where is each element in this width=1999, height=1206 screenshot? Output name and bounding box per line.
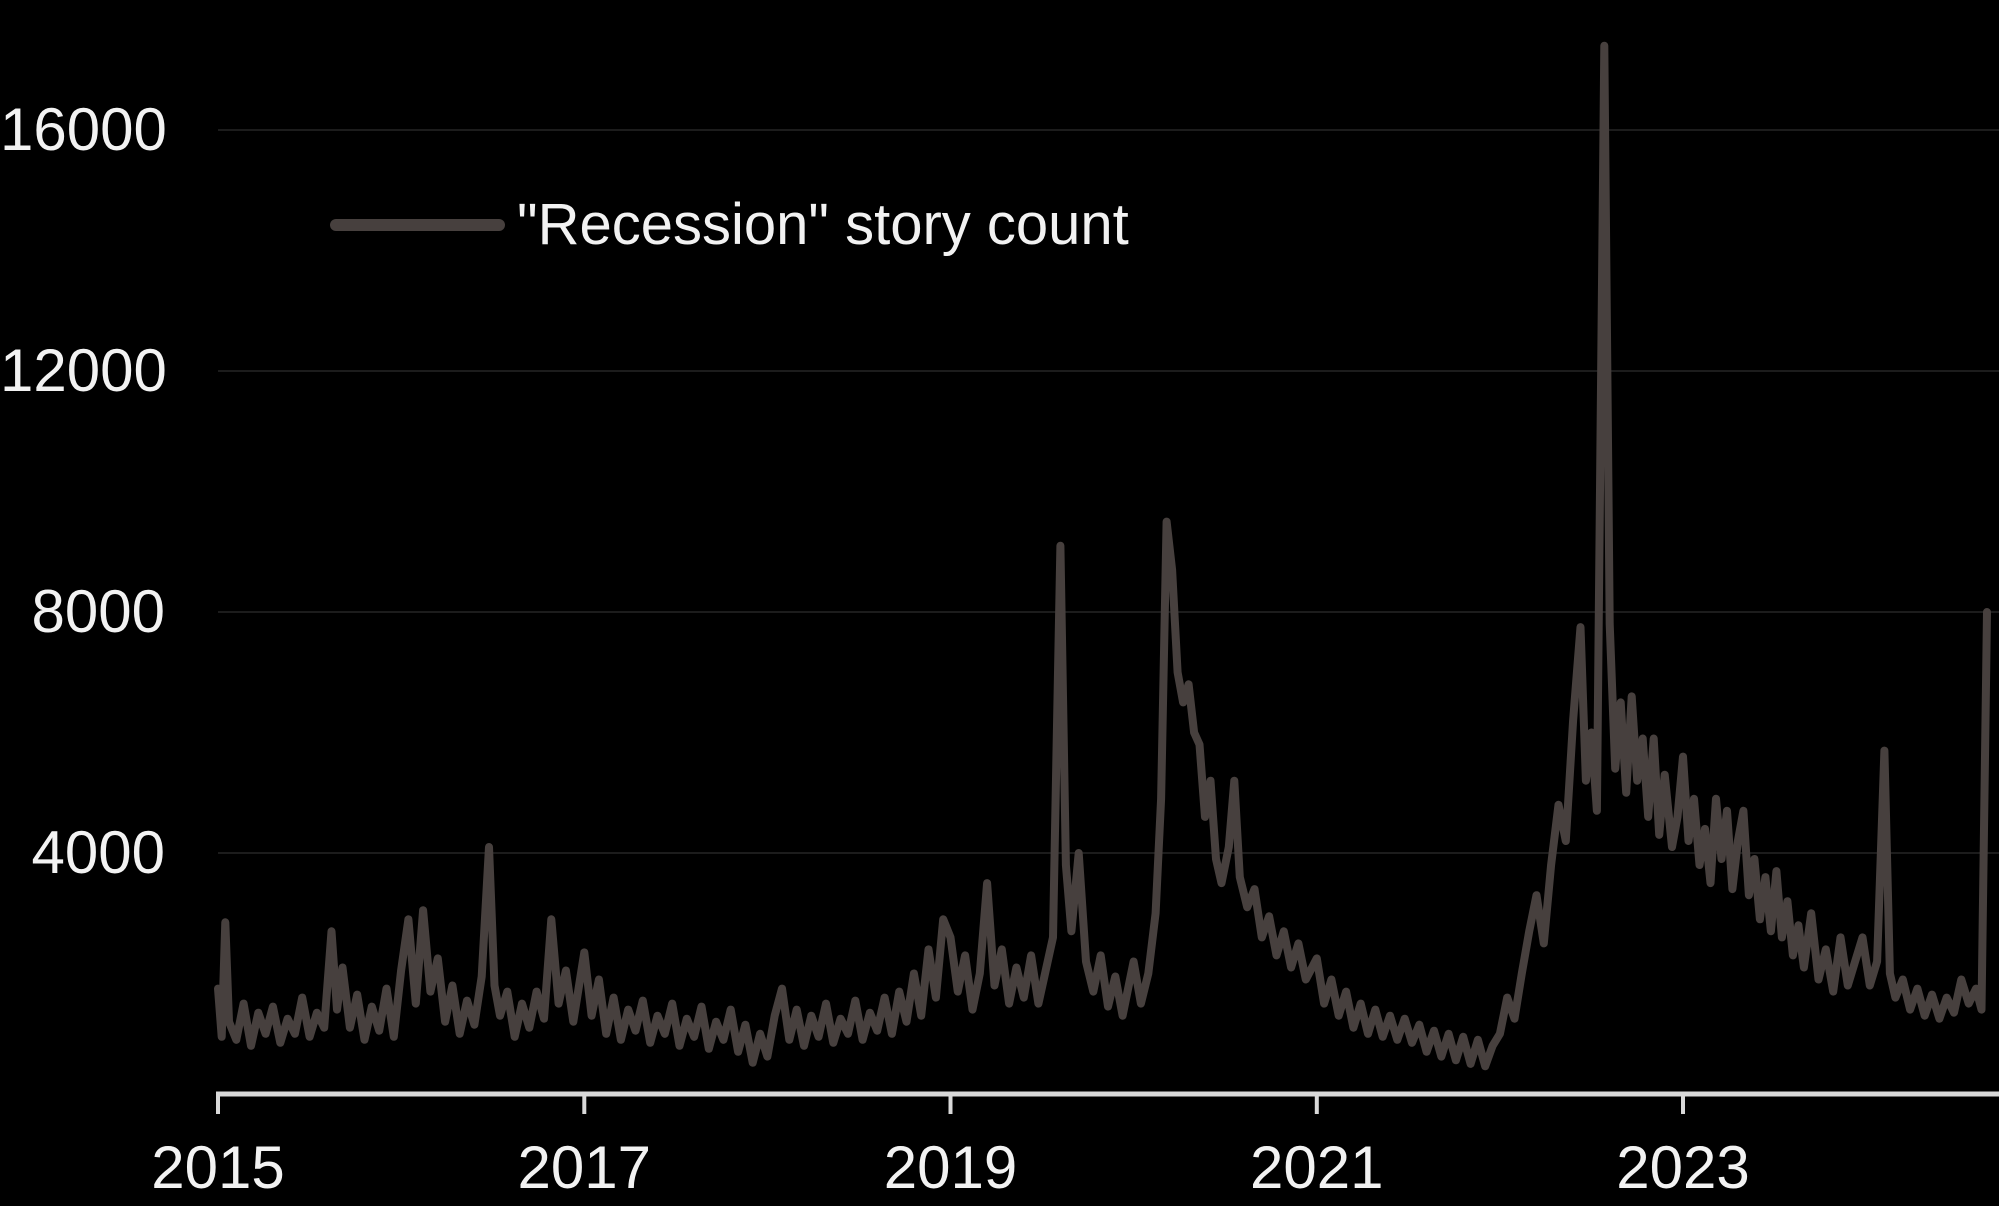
y-axis-tick-label-12000: 12000 [0, 337, 167, 404]
y-axis-tick-label-8000: 8000 [31, 578, 165, 645]
legend-line-swatch [330, 219, 505, 231]
x-axis-tick-label-2019: 2019 [883, 1134, 1018, 1201]
legend-label: "Recession" story count [517, 192, 1129, 257]
series-line-recession-story-count [214, 41, 1991, 1071]
x-axis-tick-label-2017: 2017 [517, 1134, 651, 1201]
x-axis-tick-label-2023: 2023 [1616, 1134, 1750, 1201]
legend: "Recession" story count [330, 194, 1129, 256]
x-axis-tick-label-2015: 2015 [151, 1134, 285, 1201]
y-axis-tick-label-4000: 4000 [31, 819, 165, 886]
y-axis-tick-label-16000: 16000 [0, 96, 167, 163]
x-axis-tick-label-2021: 2021 [1250, 1134, 1384, 1201]
